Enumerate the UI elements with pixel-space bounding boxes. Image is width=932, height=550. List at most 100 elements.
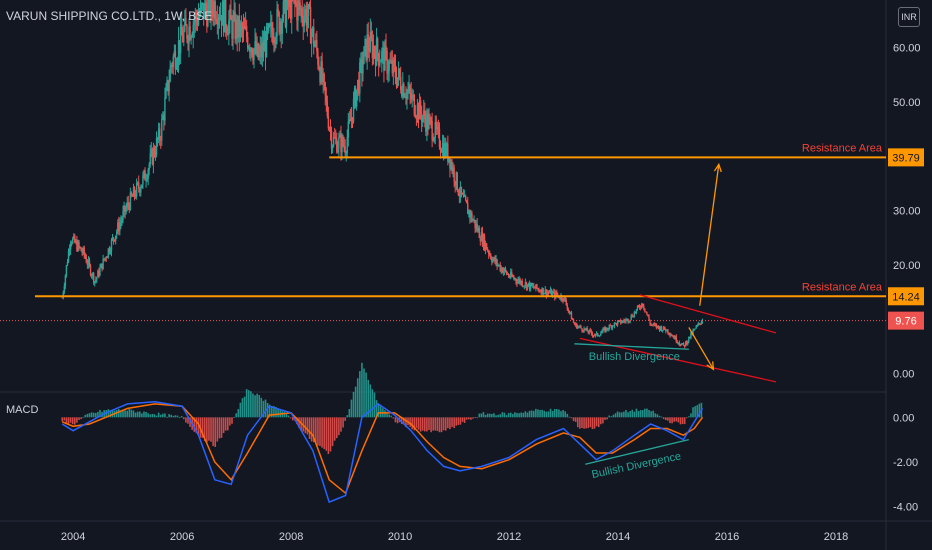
candle-body (410, 92, 412, 100)
macd-histogram-bar (639, 410, 642, 418)
candle-body (468, 210, 470, 215)
macd-histogram-bar (128, 408, 131, 418)
macd-histogram-bar (675, 417, 678, 422)
candle-body (194, 13, 197, 22)
macd-histogram-bar (480, 413, 483, 418)
candle-body (586, 328, 588, 332)
candle-body (245, 26, 248, 38)
candle-body (426, 113, 428, 132)
candle-body (545, 289, 548, 296)
candle-body (660, 326, 663, 331)
macd-histogram-bar (669, 417, 671, 424)
projection-arrow (688, 327, 714, 370)
macd-histogram-bar (256, 393, 258, 418)
candle-body (218, 17, 221, 20)
currency-badge[interactable]: INR (898, 7, 920, 27)
time-tick-label: 2012 (497, 531, 521, 543)
candle-body (173, 51, 176, 57)
candle-body (459, 186, 462, 196)
candle-body (676, 341, 679, 343)
candle-body (262, 42, 265, 52)
macd-histogram-bar (600, 417, 602, 425)
candle-body (255, 41, 257, 54)
candle-body (258, 52, 260, 59)
candle-body (398, 68, 401, 78)
candle-body (475, 223, 477, 228)
candle-body (296, 4, 298, 21)
candle-body (195, 13, 198, 19)
macd-histogram-bar (145, 411, 147, 418)
macd-histogram-bar (545, 411, 548, 418)
candle-body (467, 203, 469, 215)
macd-histogram-bar (141, 413, 143, 418)
macd-histogram-bar (419, 417, 422, 432)
candle-body (419, 100, 422, 114)
macd-histogram-bar (526, 412, 529, 418)
macd-histogram-bar (426, 417, 428, 432)
candle-body (191, 36, 193, 38)
candle-body (295, 3, 297, 5)
candle-body (105, 257, 107, 259)
candle-body (341, 136, 343, 153)
candle-body (649, 320, 651, 325)
candle-body (383, 48, 385, 71)
macd-histogram-bar (346, 415, 349, 418)
macd-histogram-bar (88, 413, 91, 418)
macd-histogram-bar (505, 415, 508, 418)
candle-body (134, 195, 137, 197)
candle-body (542, 288, 544, 295)
macd-histogram-bar (558, 409, 560, 418)
macd-histogram-bar (604, 417, 606, 420)
candle-body (432, 139, 434, 141)
macd-histogram-bar (149, 414, 152, 418)
candle-body (207, 1, 209, 27)
candle-body (81, 251, 83, 253)
candle-body (106, 256, 109, 258)
macd-histogram-bar (138, 411, 141, 418)
candle-body (298, 1, 300, 3)
candle-body (600, 333, 602, 336)
candle-body (469, 210, 471, 218)
macd-histogram-bar (157, 412, 160, 418)
macd-histogram-bar (317, 417, 319, 446)
candle-body (621, 322, 623, 324)
macd-histogram-bar (143, 411, 145, 418)
candle-body (668, 332, 670, 335)
macd-histogram-bar (212, 417, 214, 446)
candle-body (456, 172, 458, 191)
macd-histogram-bar (411, 417, 414, 430)
candle-body (500, 267, 502, 271)
candle-body (154, 154, 157, 156)
candle-body (412, 95, 414, 96)
macd-histogram-bar (76, 417, 78, 423)
candle-body (323, 73, 325, 83)
candle-body (188, 26, 190, 44)
macd-histogram-bar (197, 417, 200, 436)
candle-body (653, 323, 655, 325)
candle-body (519, 279, 521, 284)
candle-body (387, 71, 389, 74)
macd-histogram-bar (570, 417, 573, 419)
macd-histogram-bar (126, 410, 129, 418)
candle-body (405, 96, 407, 99)
candle-body (484, 243, 487, 250)
candle-body (256, 43, 258, 54)
resistance-label: Resistance Area (802, 142, 883, 154)
candle-body (485, 243, 488, 250)
macd-histogram-bar (698, 403, 701, 418)
candle-body (247, 37, 249, 49)
candle-body (283, 0, 286, 2)
macd-histogram-bar (486, 413, 489, 418)
candle-body (570, 312, 573, 320)
candle-body (418, 100, 421, 120)
candle-body (174, 51, 177, 69)
candle-body (315, 39, 317, 45)
macd-histogram-bar (449, 417, 451, 430)
macd-histogram-bar (428, 417, 430, 430)
candle-body (147, 169, 149, 179)
candle-body (547, 292, 550, 294)
candle-body (328, 128, 331, 130)
candle-body (622, 320, 624, 323)
candle-body (373, 46, 376, 54)
